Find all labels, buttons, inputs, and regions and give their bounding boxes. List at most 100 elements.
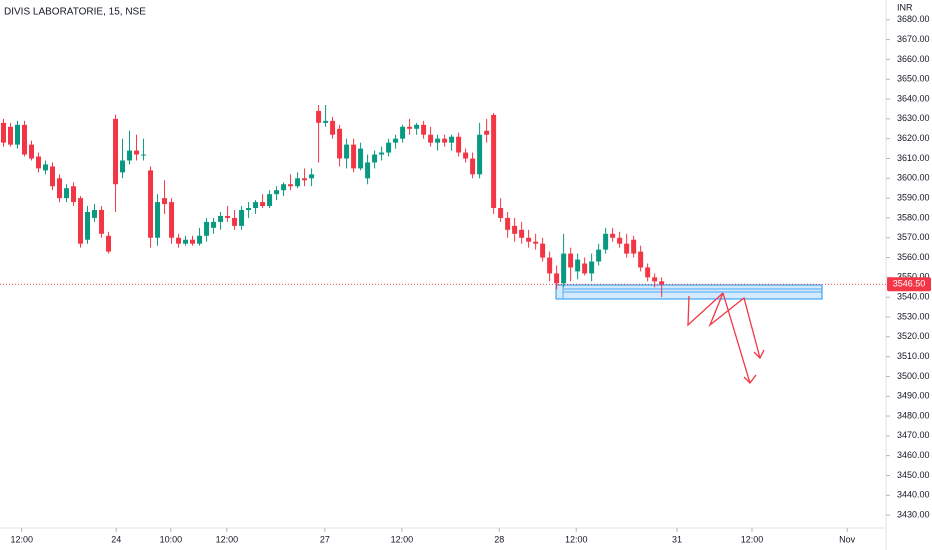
y-tick-label: 3610.00 xyxy=(897,153,930,163)
candle-body xyxy=(547,257,553,274)
y-tick-label: 3660.00 xyxy=(897,54,930,64)
chart-title: DIVIS LABORATORIE, 15, NSE xyxy=(4,7,146,18)
candle-body xyxy=(295,178,301,187)
candle-body xyxy=(652,277,658,282)
candle-body xyxy=(281,184,287,191)
candle-body xyxy=(554,273,560,284)
candle-body xyxy=(407,126,413,129)
candle-body xyxy=(624,243,630,254)
x-tick-label: 12:00 xyxy=(216,534,239,544)
y-tick-label: 3670.00 xyxy=(897,34,930,44)
y-tick-label: 3630.00 xyxy=(897,113,930,123)
candle-body xyxy=(57,178,63,199)
candle-body xyxy=(197,235,203,244)
y-tick-label: 3560.00 xyxy=(897,252,930,262)
candle-body xyxy=(645,267,651,278)
last-price-label: 3546.50 xyxy=(893,279,926,289)
candle-body xyxy=(540,243,546,258)
y-tick-label: 3580.00 xyxy=(897,212,930,222)
candle-body xyxy=(1,122,7,143)
candle-body xyxy=(533,241,539,244)
candle-body xyxy=(15,124,21,145)
arrow-head xyxy=(753,349,765,360)
candle-body xyxy=(526,237,532,242)
candle-body xyxy=(71,186,77,203)
candle-body xyxy=(323,120,329,123)
candle-body xyxy=(561,253,567,284)
candle-body xyxy=(232,217,238,226)
candle-body xyxy=(176,237,182,244)
y-tick-label: 3570.00 xyxy=(897,232,930,242)
candle-body xyxy=(568,253,574,268)
candle-body xyxy=(428,134,434,143)
candle-body xyxy=(225,215,231,218)
candle-body xyxy=(253,202,259,209)
candle-body xyxy=(316,110,322,123)
candle-body xyxy=(330,120,336,135)
candle-body xyxy=(190,239,196,244)
x-tick-label: 12:00 xyxy=(10,534,33,544)
y-tick-label: 3650.00 xyxy=(897,74,930,84)
y-tick-label: 3480.00 xyxy=(897,410,930,420)
y-tick-label: 3510.00 xyxy=(897,351,930,361)
candle-body xyxy=(358,148,364,169)
arrow-line xyxy=(722,292,751,384)
candle-body xyxy=(596,249,602,262)
y-tick-label: 3600.00 xyxy=(897,173,930,183)
x-tick-label: 28 xyxy=(494,534,504,544)
candle-body xyxy=(267,194,273,207)
candle-body xyxy=(141,154,147,156)
candle-body xyxy=(337,128,343,159)
y-tick-label: 3540.00 xyxy=(897,292,930,302)
candle-body xyxy=(435,138,441,143)
candle-body xyxy=(400,126,406,139)
x-tick-label: 27 xyxy=(320,534,330,544)
x-tick-label: 12:00 xyxy=(565,534,588,544)
candle-body xyxy=(85,211,91,240)
candle-body xyxy=(582,263,588,274)
y-tick-label: 3460.00 xyxy=(897,450,930,460)
candle-body xyxy=(99,210,105,234)
candle-body xyxy=(43,164,49,171)
y-tick-label: 3470.00 xyxy=(897,430,930,440)
candle-body xyxy=(204,221,210,236)
candle-body xyxy=(498,208,504,218)
candle-body xyxy=(421,124,427,135)
candle-body xyxy=(246,208,252,211)
candle-body xyxy=(29,144,35,159)
candle-body xyxy=(393,138,399,143)
candle-body xyxy=(274,190,280,195)
y-tick-label: 3620.00 xyxy=(897,133,930,143)
candle-body xyxy=(638,251,644,268)
x-tick-label: 12:00 xyxy=(391,534,414,544)
candle-body xyxy=(617,237,623,244)
x-tick-label: 12:00 xyxy=(741,534,764,544)
candle-body xyxy=(288,184,294,187)
candle-body xyxy=(484,130,490,135)
candle-body xyxy=(8,126,14,145)
candle-body xyxy=(449,136,455,143)
candle-body xyxy=(414,124,420,129)
candle-body xyxy=(351,144,357,169)
arrow-head xyxy=(743,374,757,384)
candle-body xyxy=(127,150,133,161)
candle-body xyxy=(120,160,126,173)
candle-body xyxy=(505,217,511,230)
candle-body xyxy=(603,233,609,250)
currency: INR xyxy=(897,2,913,12)
candle-body xyxy=(463,152,469,159)
candle-body xyxy=(491,114,497,209)
candle-body xyxy=(50,166,56,187)
candle-body xyxy=(106,235,112,252)
candle-body xyxy=(379,152,385,155)
y-tick-label: 3530.00 xyxy=(897,311,930,321)
y-tick-label: 3550.00 xyxy=(897,272,930,282)
x-tick-label: 31 xyxy=(672,534,682,544)
candle-body xyxy=(344,144,350,159)
candle-body xyxy=(239,210,245,226)
candle-body xyxy=(365,162,371,179)
candle-body xyxy=(470,158,476,175)
candle-body xyxy=(631,239,637,254)
candle-body xyxy=(386,142,392,153)
candle-body xyxy=(477,134,483,175)
